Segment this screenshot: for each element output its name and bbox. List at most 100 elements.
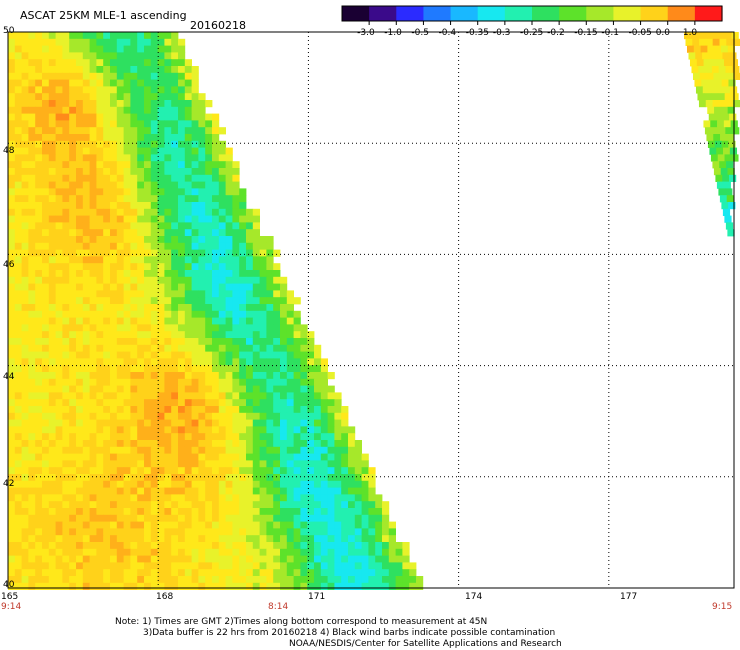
data-cell	[184, 270, 192, 278]
data-cell	[116, 372, 124, 380]
data-cell	[157, 331, 165, 339]
data-cell	[293, 487, 301, 495]
data-cell	[96, 168, 104, 176]
data-cell	[82, 440, 90, 448]
data-cell	[327, 521, 335, 529]
data-cell	[723, 147, 731, 155]
data-cell	[150, 86, 158, 94]
data-cell	[273, 467, 281, 475]
data-cell	[252, 208, 260, 216]
data-cell	[35, 562, 43, 570]
data-cell	[150, 467, 158, 475]
data-cell	[341, 501, 349, 509]
data-cell	[62, 535, 70, 543]
data-cell	[157, 317, 165, 325]
data-cell	[348, 474, 356, 482]
data-cell	[123, 242, 131, 250]
data-cell	[21, 521, 29, 529]
data-cell	[35, 208, 43, 216]
data-cell	[232, 460, 240, 468]
data-cell	[137, 120, 145, 128]
data-cell	[239, 467, 247, 475]
data-cell	[21, 120, 29, 128]
data-cell	[62, 270, 70, 278]
data-cell	[130, 406, 138, 414]
data-cell	[21, 358, 29, 366]
data-cell	[191, 365, 199, 373]
data-cell	[96, 222, 104, 230]
data-cell	[76, 276, 84, 284]
data-cell	[320, 467, 328, 475]
data-cell	[76, 446, 84, 454]
data-cell	[191, 208, 199, 216]
data-cell	[409, 576, 417, 584]
data-cell	[14, 344, 22, 352]
data-cell	[314, 501, 322, 509]
data-cell	[232, 542, 240, 550]
data-cell	[246, 508, 254, 516]
data-cell	[103, 542, 111, 550]
data-cell	[8, 290, 16, 298]
data-cell	[273, 270, 281, 278]
data-cell	[280, 453, 288, 461]
data-cell	[116, 127, 124, 135]
data-cell	[293, 419, 301, 427]
data-cell	[164, 501, 172, 509]
data-cell	[76, 256, 84, 264]
data-cell	[354, 528, 362, 536]
data-cell	[171, 66, 179, 74]
data-cell	[239, 501, 247, 509]
data-cell	[96, 249, 104, 257]
data-cell	[96, 52, 104, 60]
data-cell	[225, 487, 233, 495]
data-cell	[110, 263, 118, 271]
data-cell	[110, 542, 118, 550]
data-cell	[14, 351, 22, 359]
data-cell	[55, 59, 63, 67]
data-cell	[89, 569, 97, 577]
data-cell	[727, 229, 735, 237]
data-cell	[198, 338, 206, 346]
data-cell	[259, 372, 267, 380]
data-cell	[116, 256, 124, 264]
data-cell	[184, 358, 192, 366]
data-cell	[178, 66, 186, 74]
data-cell	[178, 494, 186, 502]
data-cell	[252, 406, 260, 414]
data-cell	[191, 521, 199, 529]
data-cell	[246, 270, 254, 278]
data-cell	[218, 331, 226, 339]
data-cell	[212, 310, 220, 318]
data-cell	[225, 514, 233, 522]
data-cell	[21, 433, 29, 441]
data-cell	[726, 72, 735, 80]
data-cell	[130, 134, 138, 142]
data-cell	[307, 508, 315, 516]
data-cell	[273, 508, 281, 516]
data-cell	[273, 535, 281, 543]
data-cell	[82, 338, 90, 346]
data-cell	[178, 154, 186, 162]
data-cell	[62, 440, 70, 448]
data-cell	[334, 542, 342, 550]
data-cell	[103, 168, 111, 176]
data-cell	[137, 514, 145, 522]
data-cell	[218, 140, 226, 148]
data-cell	[110, 487, 118, 495]
data-cell	[14, 59, 22, 67]
data-cell	[55, 576, 63, 584]
data-cell	[55, 304, 63, 312]
data-cell	[8, 215, 16, 223]
data-cell	[218, 582, 226, 590]
data-cell	[144, 256, 152, 264]
data-cell	[123, 392, 131, 400]
data-cell	[266, 378, 274, 386]
data-cell	[116, 324, 124, 332]
data-cell	[96, 188, 104, 196]
data-cell	[246, 317, 254, 325]
colorbar-tick-label: 0.0	[655, 28, 671, 38]
data-cell	[144, 106, 152, 114]
data-cell	[35, 358, 43, 366]
data-cell	[69, 508, 77, 516]
data-cell	[8, 229, 16, 237]
